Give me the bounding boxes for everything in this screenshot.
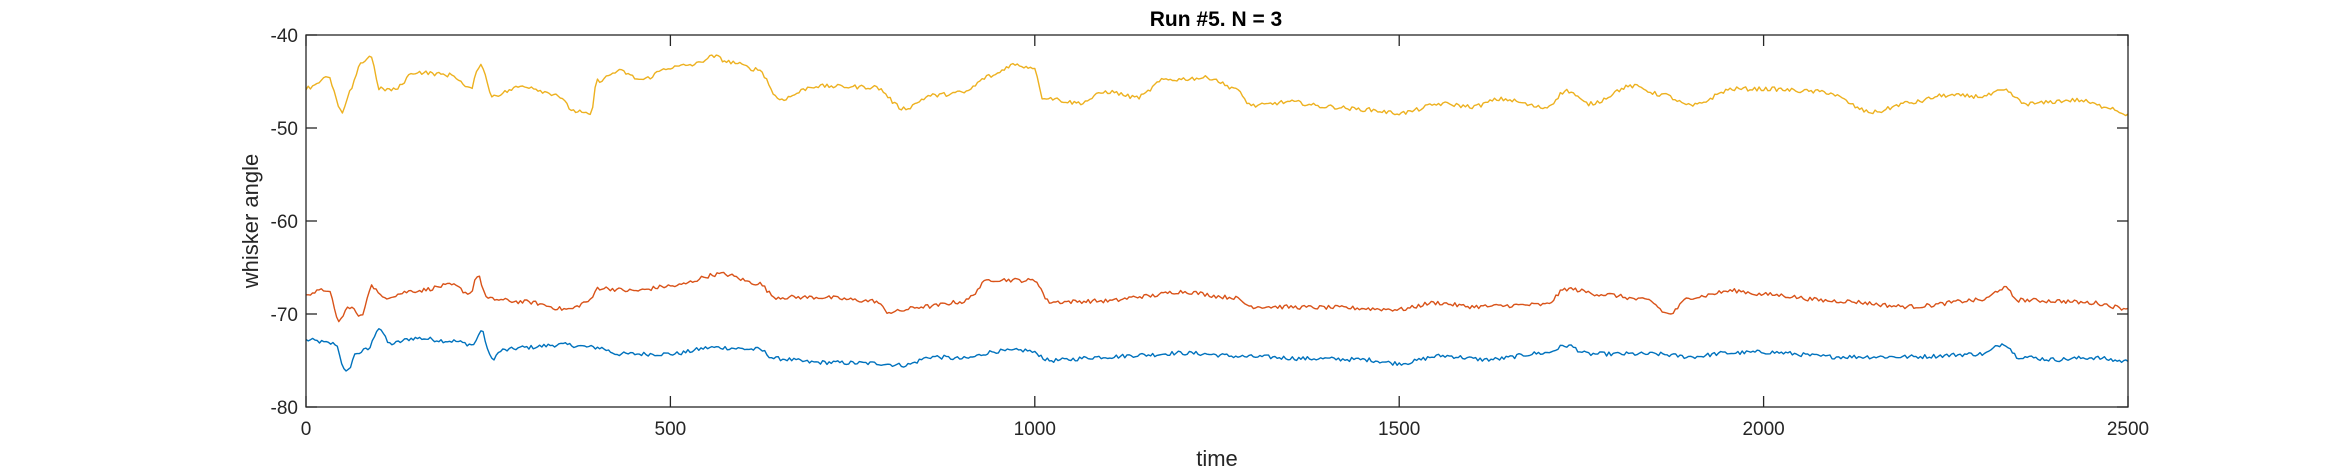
series-line-1	[305, 328, 2129, 372]
y-tick-label: -50	[271, 119, 298, 140]
x-tick-label: 0	[301, 419, 312, 440]
x-tick-label: 1000	[1014, 419, 1056, 440]
y-tick-label: -40	[271, 26, 298, 47]
x-axis: 0 500 1000 1500 2000 2500	[301, 35, 2149, 440]
y-axis: -80 -70 -60 -50 -40	[271, 26, 2128, 419]
chart-title: Run #5. N = 3	[1150, 8, 1282, 31]
y-tick-label: -70	[271, 305, 298, 326]
series-line-3	[305, 54, 2129, 117]
y-axis-label: whisker angle	[238, 154, 263, 290]
y-tick-label: -80	[271, 398, 298, 419]
x-tick-label: 2000	[1742, 419, 1784, 440]
series-layer	[305, 54, 2129, 372]
x-axis-label: time	[1196, 446, 1238, 469]
y-tick-label: -60	[271, 212, 298, 233]
series-line-2	[306, 271, 2129, 323]
x-tick-label: 500	[655, 419, 687, 440]
x-tick-label: 1500	[1378, 419, 1420, 440]
x-tick-label: 2500	[2107, 419, 2149, 440]
